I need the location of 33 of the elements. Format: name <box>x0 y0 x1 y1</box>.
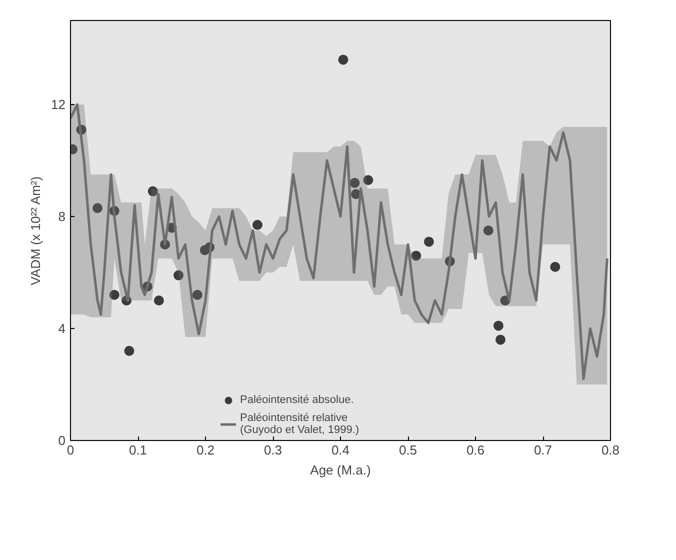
x-tick-label: 0.2 <box>196 442 215 458</box>
y-tick-label: 0 <box>58 433 66 448</box>
point <box>550 262 560 272</box>
legend-label: Paléointensité relative (Guyodo et Valet, 1999.) <box>240 412 360 436</box>
y-tick-label: 8 <box>58 209 66 224</box>
y-axis-title: VADM (x 10²² Am²) <box>28 176 44 286</box>
point <box>148 186 158 196</box>
x-tick-label: 0.4 <box>331 442 350 458</box>
point <box>92 203 102 214</box>
point <box>109 290 120 300</box>
x-tick-label: 0.1 <box>128 442 148 458</box>
x-tick-label: 0.8 <box>601 442 620 458</box>
point <box>424 236 434 247</box>
x-axis-title: Age (M.a.) <box>310 462 371 478</box>
x-tick-label: 0.6 <box>466 442 485 458</box>
point <box>252 220 262 230</box>
legend-label: Paléointensité absolue. <box>240 394 354 406</box>
x-tick-label: 0.3 <box>264 442 282 458</box>
point <box>363 175 374 186</box>
point <box>338 54 348 65</box>
x-tick-label: 0.5 <box>398 442 418 458</box>
point <box>154 296 164 306</box>
point <box>493 320 504 331</box>
point <box>174 270 184 280</box>
point <box>350 178 360 188</box>
y-tick-label: 12 <box>51 97 66 112</box>
point <box>192 290 202 300</box>
point <box>483 226 494 236</box>
point <box>124 346 134 356</box>
point <box>411 250 422 261</box>
x-tick-label: 0.7 <box>534 442 552 458</box>
y-tick-label: 4 <box>58 321 66 336</box>
point <box>495 334 506 345</box>
